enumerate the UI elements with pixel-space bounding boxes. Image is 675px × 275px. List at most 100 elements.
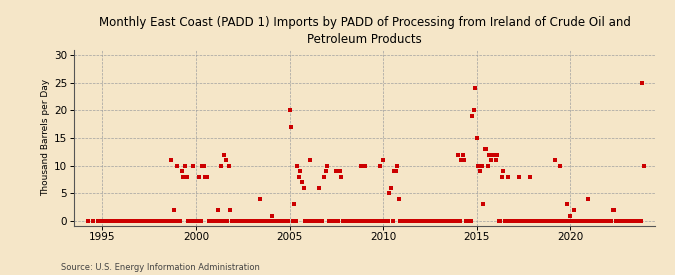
Point <box>579 219 590 223</box>
Point <box>323 219 334 223</box>
Point <box>514 175 524 179</box>
Point <box>300 219 310 223</box>
Point <box>501 219 512 223</box>
Point <box>524 175 535 179</box>
Point <box>639 164 649 168</box>
Point <box>128 219 139 223</box>
Point <box>404 219 415 223</box>
Point <box>269 219 279 223</box>
Point <box>443 219 454 223</box>
Point <box>340 219 351 223</box>
Point <box>354 219 365 223</box>
Point <box>247 219 258 223</box>
Point <box>475 169 485 174</box>
Point <box>425 219 435 223</box>
Point <box>580 219 591 223</box>
Point <box>421 219 432 223</box>
Point <box>245 219 256 223</box>
Point <box>117 219 128 223</box>
Point <box>520 219 531 223</box>
Point <box>325 219 335 223</box>
Point <box>535 219 546 223</box>
Point <box>335 175 346 179</box>
Point <box>603 219 614 223</box>
Point <box>637 81 647 85</box>
Point <box>504 219 515 223</box>
Point <box>239 219 250 223</box>
Point <box>201 175 212 179</box>
Point <box>398 219 409 223</box>
Point <box>554 164 565 168</box>
Point <box>543 219 554 223</box>
Point <box>367 219 378 223</box>
Point <box>157 219 167 223</box>
Point <box>400 219 410 223</box>
Point <box>362 219 373 223</box>
Point <box>559 219 570 223</box>
Point <box>377 219 387 223</box>
Point <box>306 219 317 223</box>
Point <box>279 219 290 223</box>
Point <box>140 219 151 223</box>
Point <box>317 219 328 223</box>
Point <box>621 219 632 223</box>
Point <box>286 125 296 129</box>
Point <box>302 219 313 223</box>
Point <box>292 164 303 168</box>
Point <box>234 219 245 223</box>
Point <box>370 219 381 223</box>
Point <box>159 219 170 223</box>
Point <box>560 219 571 223</box>
Point <box>208 219 219 223</box>
Point <box>416 219 427 223</box>
Point <box>448 219 459 223</box>
Point <box>147 219 158 223</box>
Point <box>460 219 471 223</box>
Point <box>136 219 146 223</box>
Point <box>184 219 195 223</box>
Point <box>153 219 164 223</box>
Point <box>632 219 643 223</box>
Point <box>493 219 504 223</box>
Point <box>167 219 178 223</box>
Point <box>119 219 130 223</box>
Point <box>106 219 117 223</box>
Point <box>211 219 221 223</box>
Point <box>344 219 354 223</box>
Point <box>178 175 189 179</box>
Point <box>120 219 131 223</box>
Point <box>576 219 587 223</box>
Point <box>264 219 275 223</box>
Point <box>254 197 265 201</box>
Point <box>310 219 321 223</box>
Point <box>420 219 431 223</box>
Point <box>585 219 596 223</box>
Point <box>605 219 616 223</box>
Point <box>529 219 540 223</box>
Point <box>288 219 298 223</box>
Point <box>248 219 259 223</box>
Point <box>624 219 635 223</box>
Point <box>540 219 551 223</box>
Point <box>215 164 226 168</box>
Point <box>126 219 137 223</box>
Point <box>612 219 623 223</box>
Point <box>412 219 423 223</box>
Point <box>506 219 516 223</box>
Point <box>283 219 294 223</box>
Point <box>545 219 556 223</box>
Point <box>551 219 562 223</box>
Point <box>414 219 425 223</box>
Point <box>102 219 113 223</box>
Point <box>95 219 106 223</box>
Point <box>584 219 595 223</box>
Point <box>214 219 225 223</box>
Point <box>604 219 615 223</box>
Point <box>453 152 464 157</box>
Point <box>259 219 270 223</box>
Point <box>476 164 487 168</box>
Point <box>490 158 501 163</box>
Point <box>188 164 198 168</box>
Point <box>440 219 451 223</box>
Point <box>358 219 369 223</box>
